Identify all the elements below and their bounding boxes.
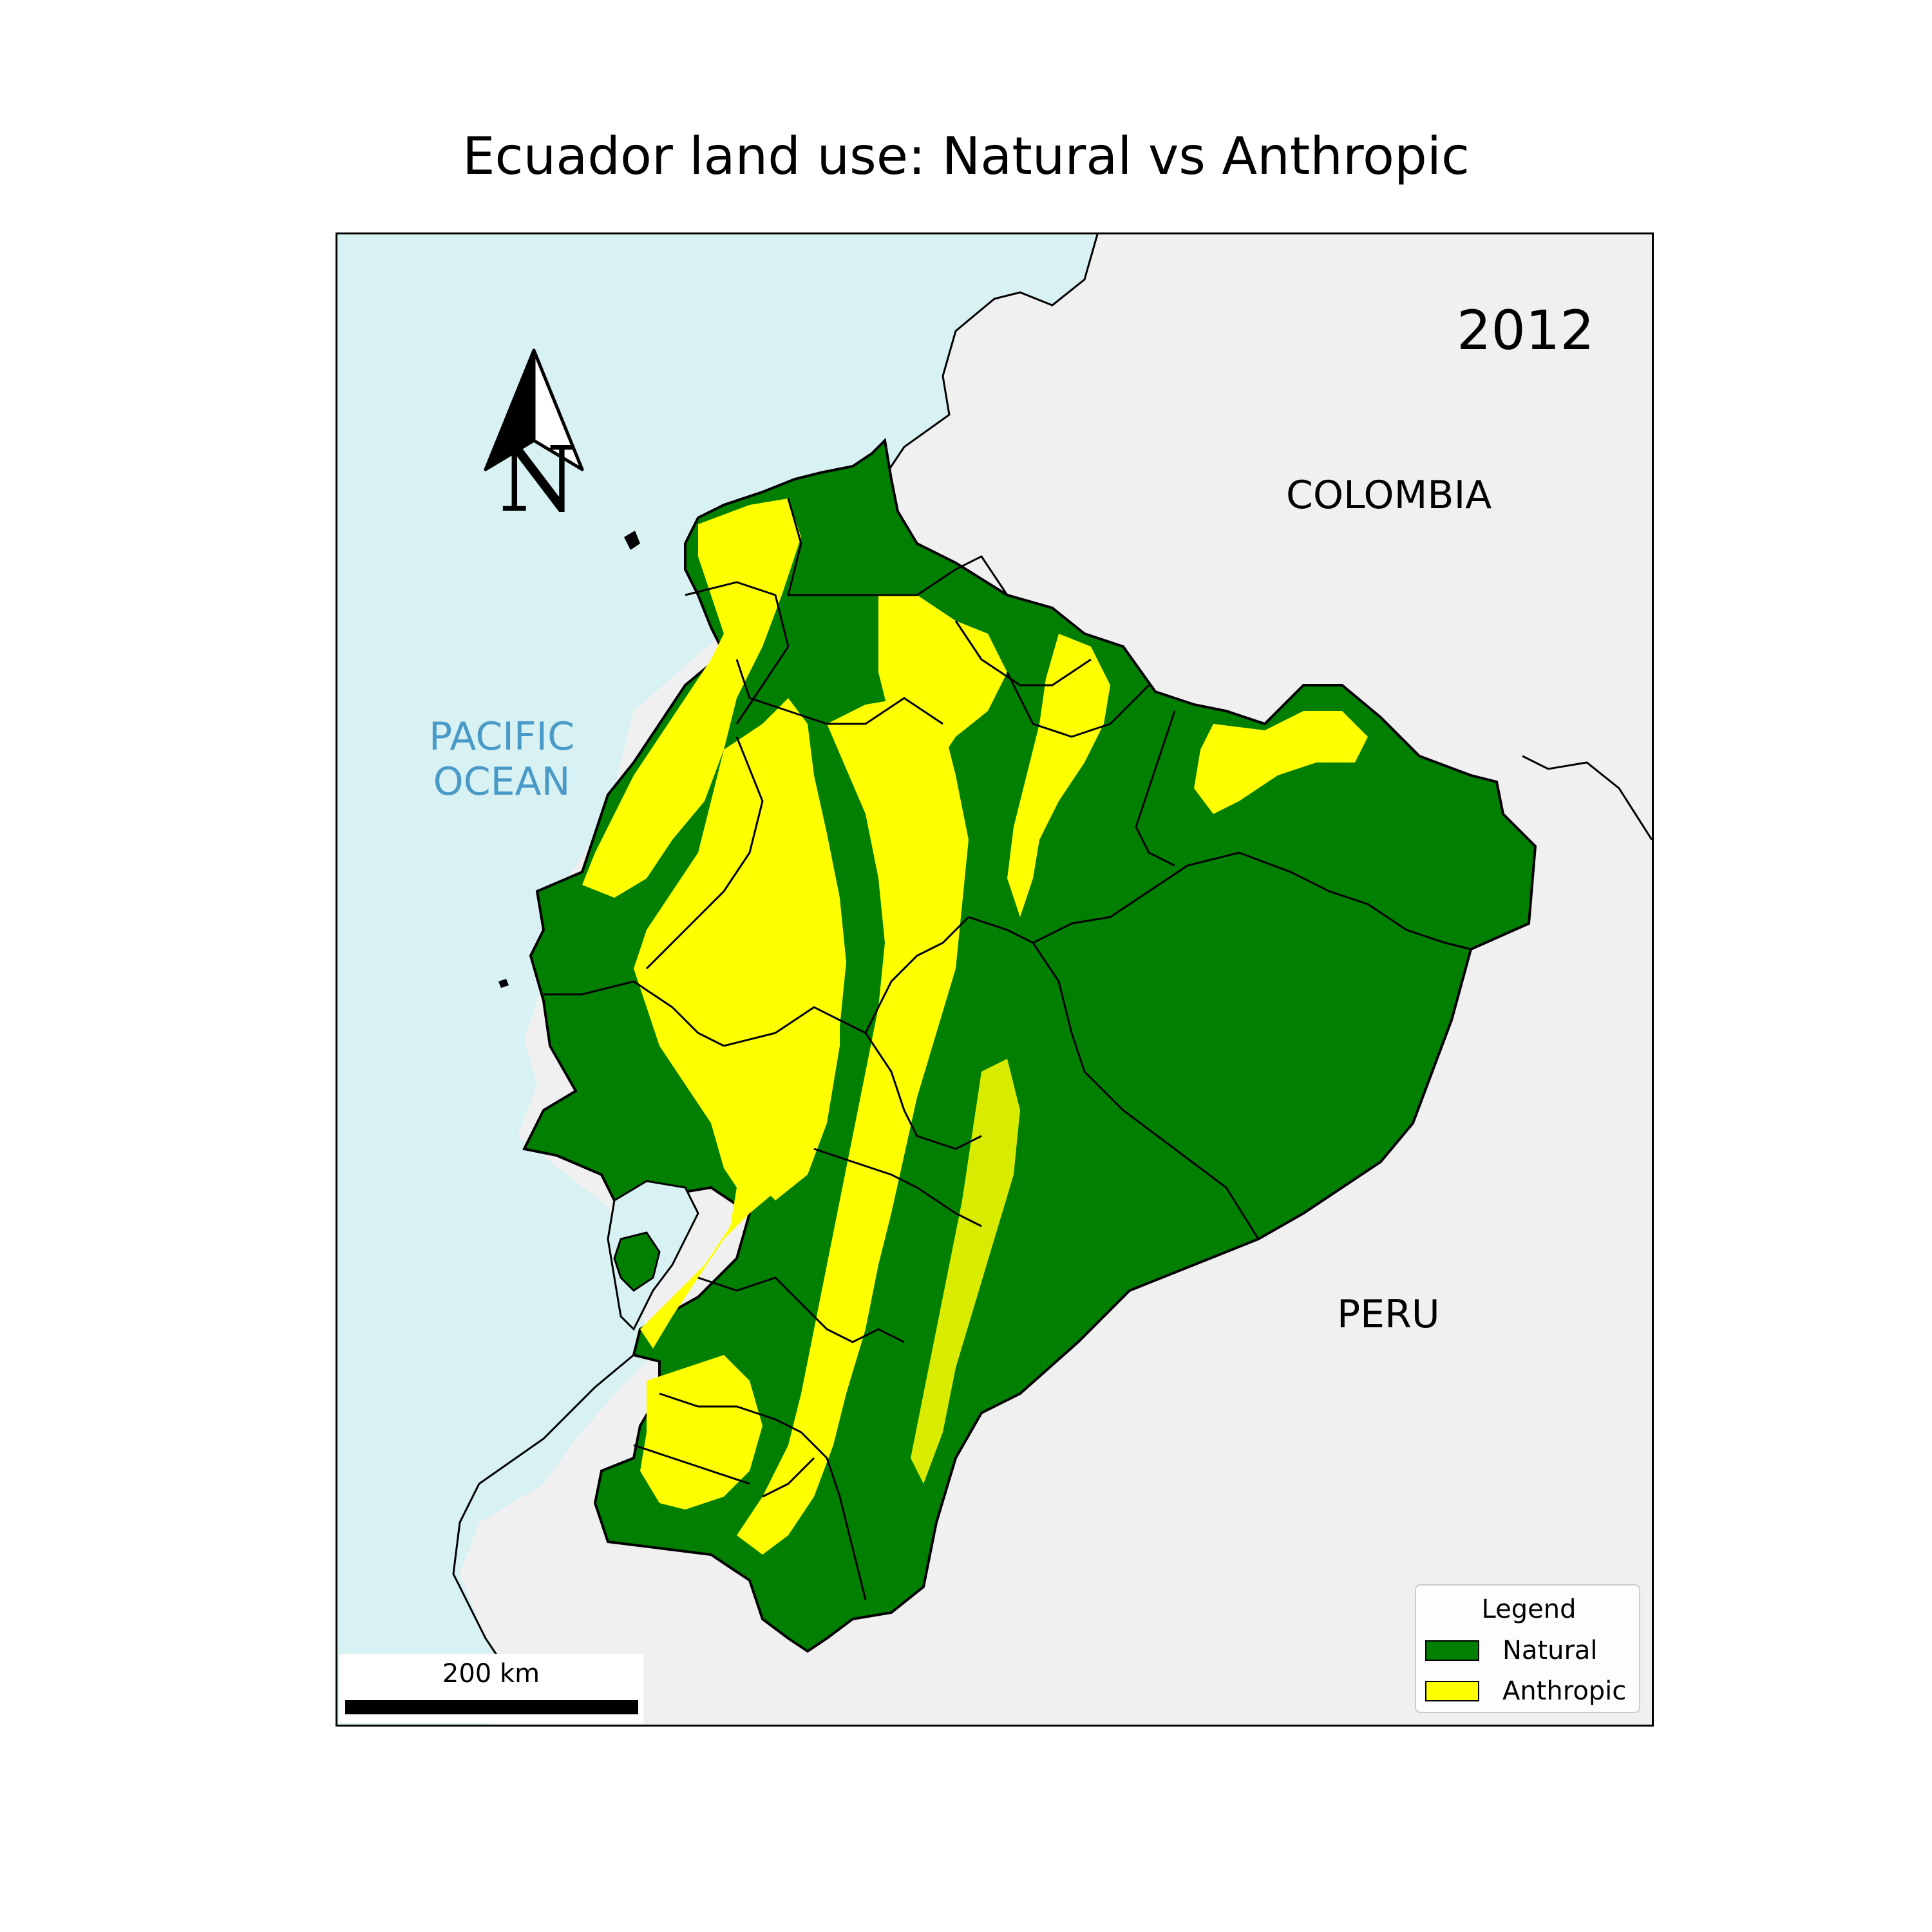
province-boundaries bbox=[544, 498, 1472, 1600]
colombia-label: COLOMBIA bbox=[1286, 473, 1492, 518]
legend-swatch-natural bbox=[1425, 1640, 1479, 1661]
small-islet-1 bbox=[498, 979, 509, 988]
scale-bar: 200 km bbox=[339, 1654, 643, 1723]
map-title: Ecuador land use: Natural vs Anthropic bbox=[462, 126, 1470, 186]
legend-swatch-anthropic bbox=[1425, 1681, 1479, 1701]
year-label: 2012 bbox=[1457, 299, 1595, 362]
anthropic-amazon-north bbox=[1007, 634, 1110, 917]
ocean-label-line2: OCEAN bbox=[433, 759, 571, 804]
colombia-coastline bbox=[877, 234, 1099, 512]
legend-title: Legend bbox=[1481, 1595, 1577, 1624]
colombia-peru-border bbox=[1522, 755, 1652, 840]
north-letter: N bbox=[498, 428, 578, 533]
anthropic-sucumbios bbox=[1194, 711, 1368, 814]
legend: Legend Natural Anthropic bbox=[1415, 1584, 1640, 1713]
anthropic-south-loja bbox=[640, 1355, 762, 1510]
puna-island bbox=[613, 1231, 661, 1292]
legend-label-anthropic: Anthropic bbox=[1502, 1676, 1627, 1706]
peru-coastline bbox=[452, 1354, 634, 1678]
pacific-ocean-label: PACIFIC OCEAN bbox=[399, 714, 605, 804]
anthropic-guayas-core bbox=[717, 878, 840, 1200]
scale-bar-line bbox=[345, 1700, 638, 1714]
map-frame: 2012 COLOMBIA PERU PACIFIC OCEAN N 200 k… bbox=[336, 232, 1654, 1727]
anthropic-coast-west bbox=[582, 498, 801, 898]
north-arrow-icon bbox=[484, 348, 584, 471]
peru-label: PERU bbox=[1337, 1292, 1440, 1337]
anthropic-highlands bbox=[737, 698, 969, 1555]
pacific-ocean bbox=[337, 234, 1097, 1725]
anthropic-cordillera-strip bbox=[911, 1059, 1020, 1484]
ocean-label-line1: PACIFIC bbox=[428, 714, 575, 759]
map-canvas bbox=[337, 234, 1652, 1725]
small-islet-2 bbox=[624, 531, 640, 550]
scale-bar-label: 200 km bbox=[442, 1659, 540, 1689]
legend-label-natural: Natural bbox=[1502, 1636, 1598, 1665]
